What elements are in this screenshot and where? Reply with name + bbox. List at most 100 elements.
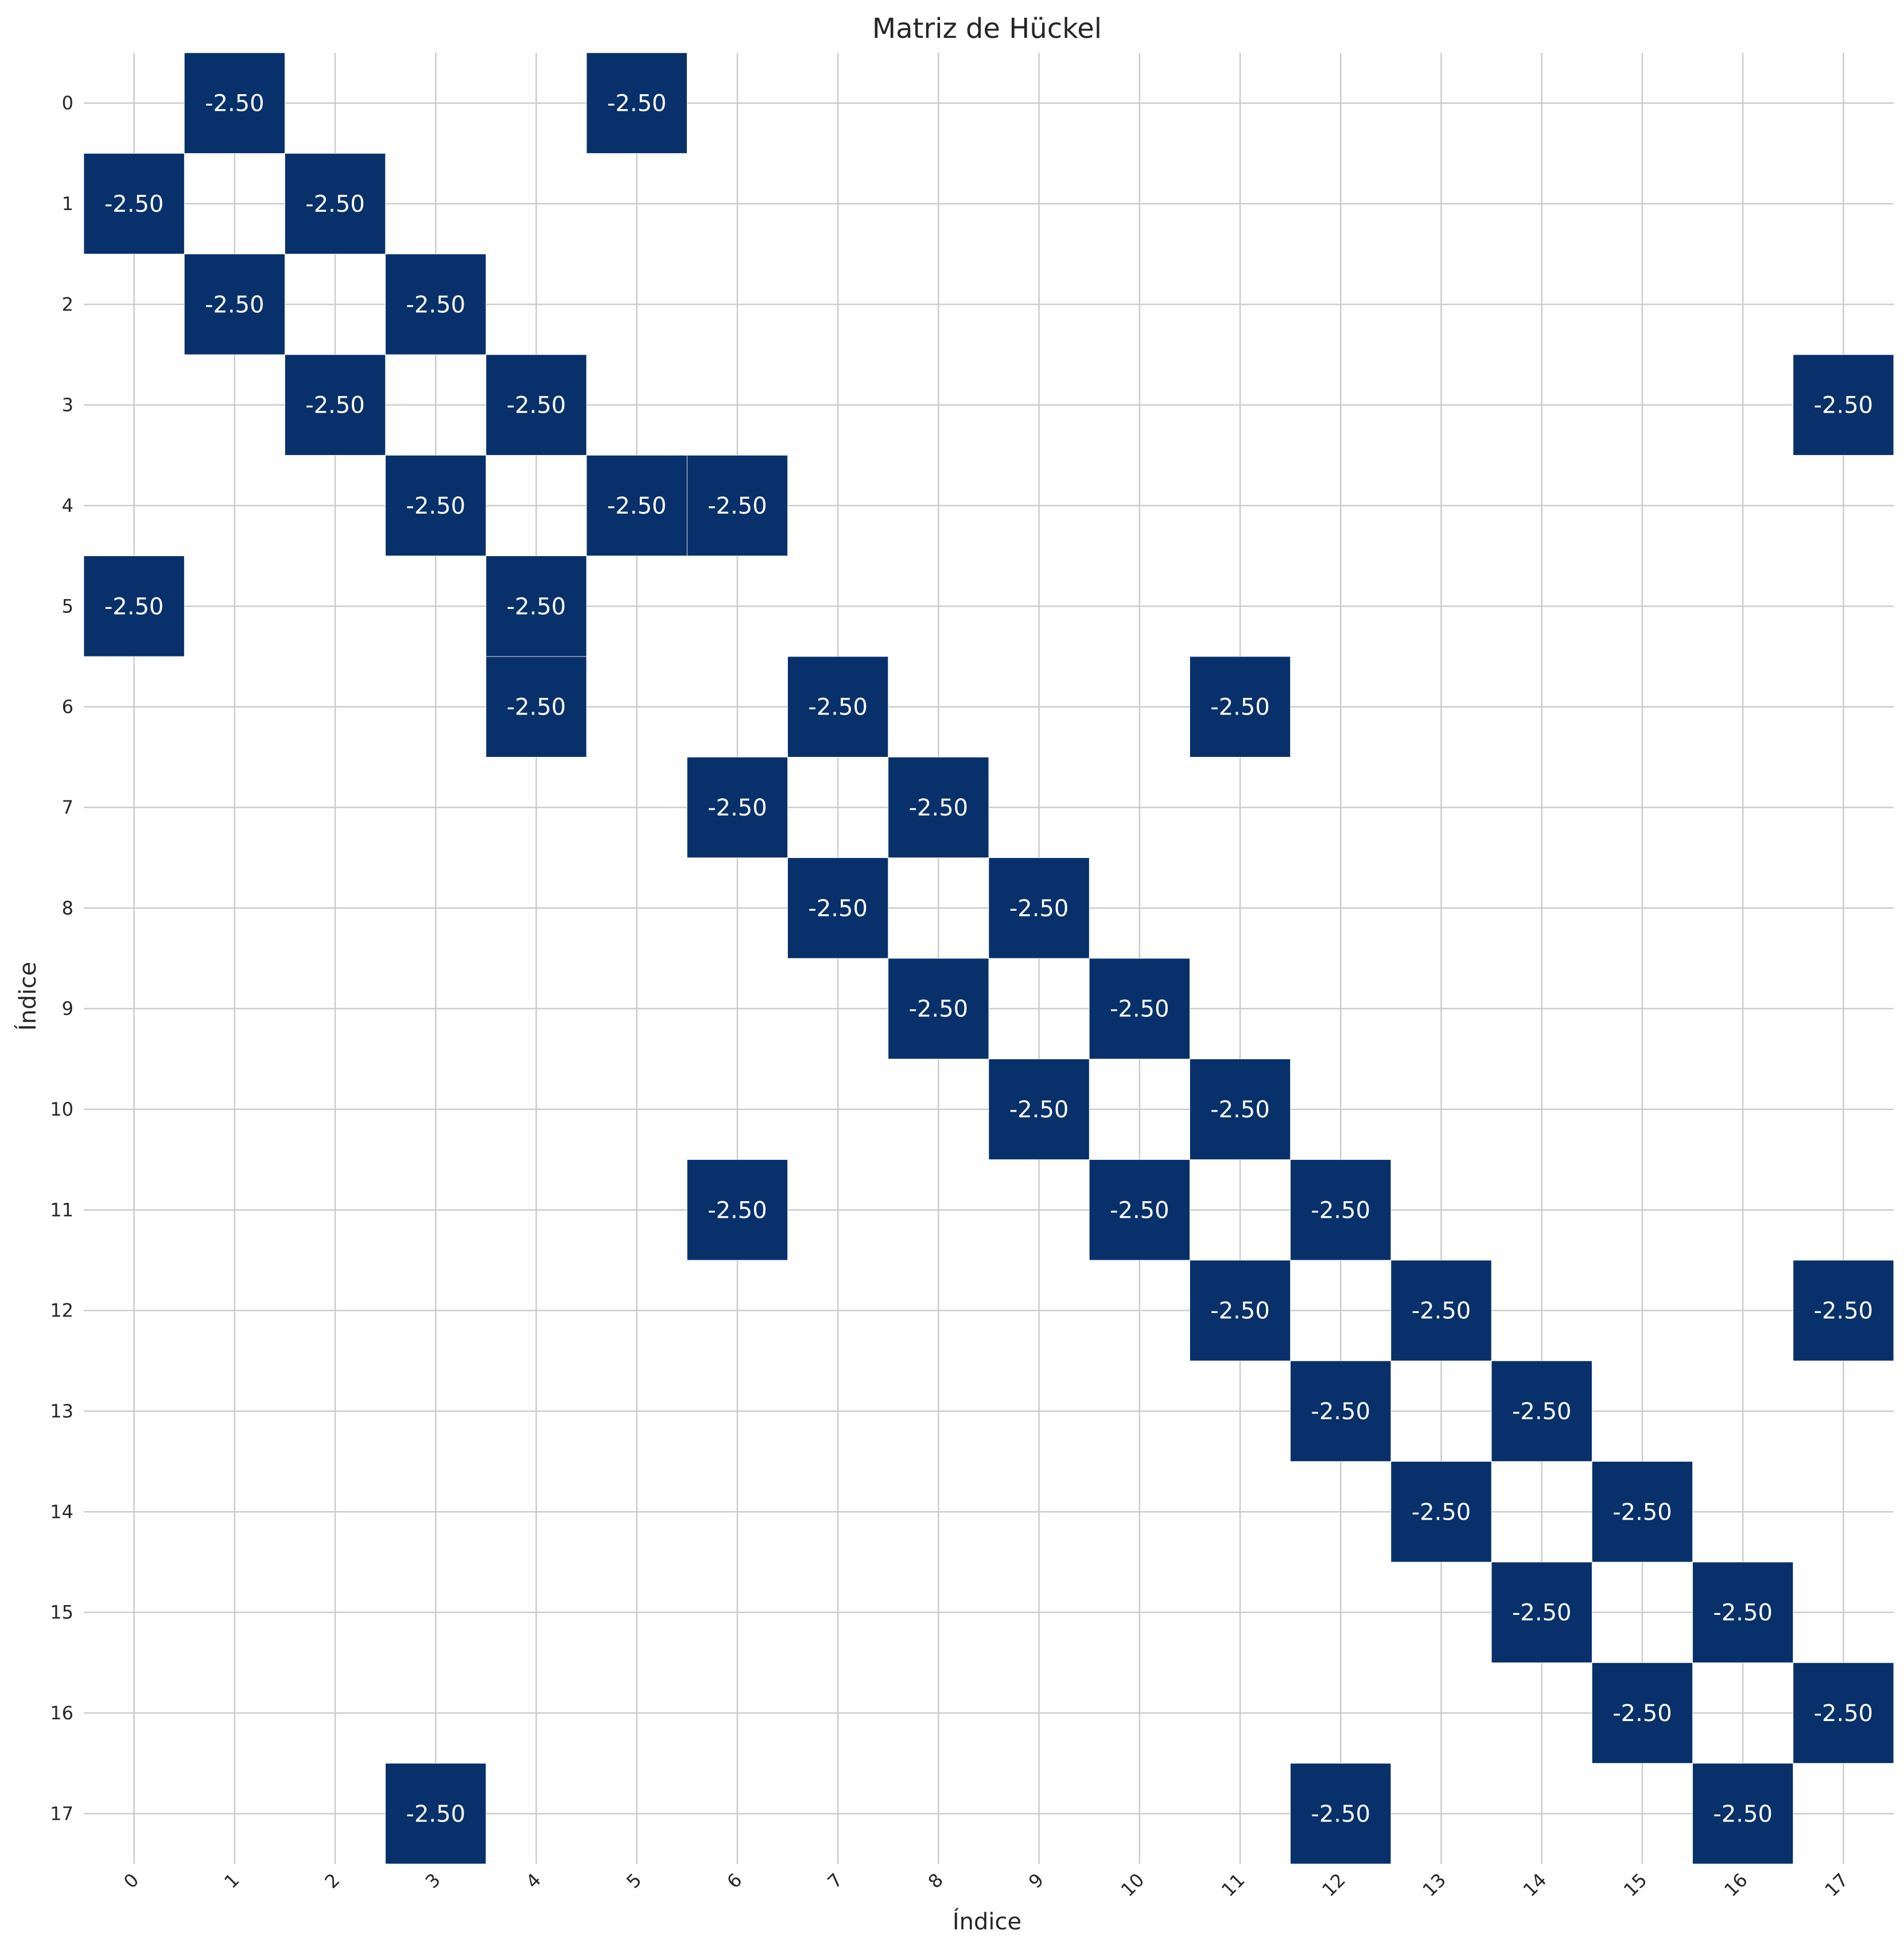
cell-value-label: -2.50 xyxy=(1311,1399,1371,1425)
heatmap-cell xyxy=(586,455,687,557)
cell-value-label: -2.50 xyxy=(808,694,868,721)
heatmap-cell xyxy=(988,1058,1090,1160)
heatmap-cell xyxy=(586,52,687,154)
heatmap-cell xyxy=(1591,1461,1693,1563)
heatmap-cell xyxy=(1290,1360,1392,1462)
cell-value-label: -2.50 xyxy=(1612,1499,1672,1525)
cell-value-label: -2.50 xyxy=(909,795,969,821)
cell-value-label: -2.50 xyxy=(406,292,466,318)
y-tick-label: 12 xyxy=(50,1300,73,1322)
heatmap-cell xyxy=(888,958,989,1059)
heatmap-cell xyxy=(184,254,285,355)
cell-value-label: -2.50 xyxy=(708,1197,767,1223)
heatmap-cell xyxy=(1089,958,1190,1059)
heatmap-cell xyxy=(385,1763,487,1865)
heatmap-cell xyxy=(1290,1159,1392,1261)
cell-value-label: -2.50 xyxy=(1110,996,1169,1023)
cell-value-label: -2.50 xyxy=(1713,1600,1773,1626)
cell-value-label: -2.50 xyxy=(1210,1097,1270,1123)
heatmap-cell xyxy=(285,354,386,456)
heatmap-cell xyxy=(385,254,487,355)
cell-value-label: -2.50 xyxy=(1713,1801,1773,1827)
y-tick-label: 5 xyxy=(62,595,73,617)
cell-value-label: -2.50 xyxy=(1210,1298,1270,1324)
y-tick-label: 4 xyxy=(62,495,73,516)
cell-value-label: -2.50 xyxy=(406,493,466,519)
heatmap-cell xyxy=(787,656,889,758)
heatmap-cell xyxy=(1491,1562,1592,1663)
cell-value-label: -2.50 xyxy=(406,1801,466,1827)
heatmap-cell xyxy=(1793,1260,1894,1361)
cell-value-label: -2.50 xyxy=(205,91,265,117)
heatmap-cell xyxy=(385,455,487,557)
cell-value-label: -2.50 xyxy=(1210,694,1270,721)
y-tick-label: 3 xyxy=(62,394,73,416)
heatmap-cell xyxy=(686,1159,788,1261)
heatmap-cell xyxy=(1190,656,1291,758)
y-tick-label: 10 xyxy=(50,1098,73,1120)
heatmap-cell xyxy=(988,857,1090,959)
y-tick-label: 15 xyxy=(50,1602,73,1623)
cell-value-label: -2.50 xyxy=(1512,1399,1572,1425)
heatmap-cell xyxy=(1692,1562,1794,1663)
heatmap-cell xyxy=(83,153,185,255)
y-axis-label: Índice xyxy=(14,962,41,1031)
cell-value-label: -2.50 xyxy=(1412,1499,1471,1525)
cell-value-label: -2.50 xyxy=(305,191,365,217)
heatmap-cell xyxy=(1491,1360,1592,1462)
x-axis-label: Índice xyxy=(953,1908,1021,1935)
y-tick-label: 2 xyxy=(62,293,73,315)
y-tick-label: 14 xyxy=(50,1501,73,1522)
cell-value-label: -2.50 xyxy=(1009,1097,1069,1123)
cell-value-label: -2.50 xyxy=(808,895,868,922)
y-tick-label: 11 xyxy=(50,1199,73,1221)
y-tick-label: 6 xyxy=(62,696,73,718)
heatmap-cell xyxy=(1793,1662,1894,1764)
cell-value-label: -2.50 xyxy=(1814,1700,1874,1727)
heatmap-cell xyxy=(285,153,386,255)
heatmap-cell xyxy=(1591,1662,1693,1764)
cell-value-label: -2.50 xyxy=(1512,1600,1572,1626)
cell-value-label: -2.50 xyxy=(1814,393,1874,419)
heatmap-cell xyxy=(83,556,185,657)
heatmap-cell xyxy=(787,857,889,959)
heatmap-cell xyxy=(888,756,989,859)
y-tick-label: 0 xyxy=(62,92,73,114)
cell-value-label: -2.50 xyxy=(305,393,365,419)
cell-value-label: -2.50 xyxy=(1311,1197,1371,1223)
heatmap-cell xyxy=(1290,1763,1392,1865)
y-tick-label: 7 xyxy=(62,797,73,818)
cell-value-label: -2.50 xyxy=(607,493,667,519)
chart-title: Matriz de Hückel xyxy=(872,13,1102,45)
cell-value-label: -2.50 xyxy=(507,694,566,721)
y-tick-label: 9 xyxy=(62,998,73,1020)
heatmap-cell xyxy=(1390,1260,1492,1361)
heatmap-cell xyxy=(686,455,788,557)
heatmap-cells: -2.50 -2.50 -2.50 -2.50 -2.50 -2.50 -2.50 -2.50… xyxy=(83,52,1894,1865)
heatmap-cell xyxy=(485,354,587,456)
cell-value-label: -2.50 xyxy=(1612,1700,1672,1727)
cell-value-label: -2.50 xyxy=(104,593,164,620)
cell-value-label: -2.50 xyxy=(507,393,566,419)
heatmap-cell xyxy=(1692,1763,1794,1865)
cell-value-label: -2.50 xyxy=(909,996,969,1023)
cell-value-label: -2.50 xyxy=(1009,895,1069,922)
cell-value-label: -2.50 xyxy=(1311,1801,1371,1827)
heatmap-cell xyxy=(1390,1461,1492,1563)
cell-value-label: -2.50 xyxy=(1412,1298,1471,1324)
cell-value-label: -2.50 xyxy=(104,191,164,217)
heatmap-cell xyxy=(1190,1260,1291,1361)
y-tick-label: 16 xyxy=(50,1702,73,1724)
heatmap-cell xyxy=(1793,354,1894,456)
y-tick-label: 13 xyxy=(50,1400,73,1422)
cell-value-label: -2.50 xyxy=(708,493,767,519)
y-tick-label: 8 xyxy=(62,897,73,919)
y-tick-label: 1 xyxy=(62,193,73,215)
cell-value-label: -2.50 xyxy=(708,795,767,821)
y-tick-label: 17 xyxy=(50,1803,73,1824)
cell-value-label: -2.50 xyxy=(1110,1197,1169,1223)
heatmap-cell xyxy=(1089,1159,1190,1261)
heatmap-cell xyxy=(686,756,788,859)
